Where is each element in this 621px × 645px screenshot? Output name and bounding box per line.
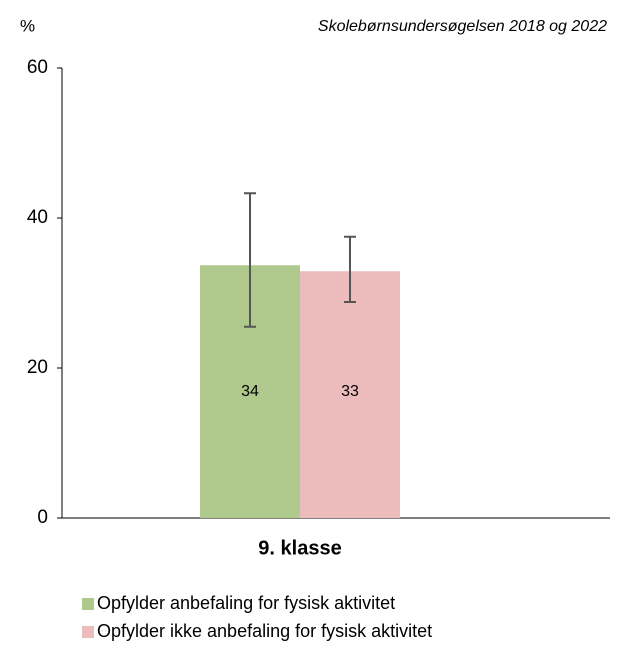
bar bbox=[300, 271, 400, 518]
x-tick-label: 9. klasse bbox=[258, 537, 341, 559]
legend-swatch bbox=[82, 598, 94, 610]
legend-label: Opfylder anbefaling for fysisk aktivitet bbox=[97, 593, 395, 613]
y-tick-label: 60 bbox=[27, 57, 48, 78]
data-label: 33 bbox=[341, 383, 359, 400]
legend-swatch bbox=[82, 626, 94, 638]
y-tick-label: 0 bbox=[37, 507, 48, 528]
data-label: 34 bbox=[241, 383, 259, 400]
chart-title: % bbox=[20, 16, 35, 35]
chart-subtitle: Skolebørnsundersøgelsen 2018 og 2022 bbox=[318, 18, 607, 35]
y-tick-label: 40 bbox=[27, 207, 48, 228]
y-tick-label: 20 bbox=[27, 357, 48, 378]
legend-label: Opfylder ikke anbefaling for fysisk akti… bbox=[97, 621, 432, 641]
